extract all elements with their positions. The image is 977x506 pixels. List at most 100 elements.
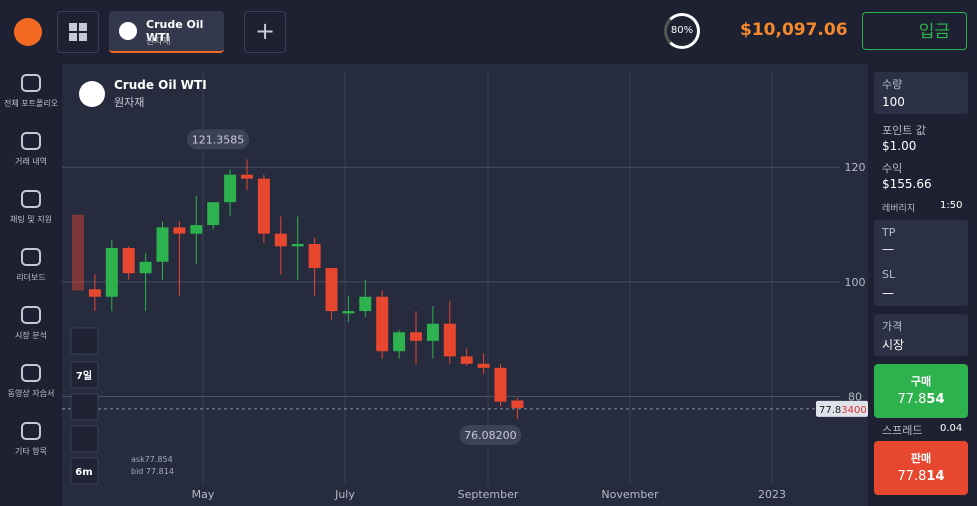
candle (376, 290, 389, 359)
leverage-label: 레버리지 (882, 204, 916, 214)
candle-body (72, 214, 84, 291)
y-tick-label: 80 (848, 391, 862, 404)
tool-label: 7일 (76, 369, 92, 382)
candle-body (460, 356, 473, 364)
candle (291, 216, 304, 280)
tool-frame (70, 361, 99, 389)
buy-price-tail: 54 (926, 392, 945, 407)
sidebar-item[interactable]: 거래 내역 (0, 132, 62, 167)
buy-price: 77.8 (897, 392, 927, 407)
tool-button[interactable]: 7일 (70, 361, 99, 389)
candle (173, 221, 186, 296)
candle (139, 253, 152, 312)
tool-button[interactable]: 6m (70, 457, 99, 485)
current-price-tag (816, 400, 868, 417)
tool-button[interactable] (70, 425, 99, 453)
candle (190, 195, 203, 265)
candle (241, 159, 253, 191)
tool-frame (70, 457, 99, 485)
sidebar-icon (21, 74, 41, 92)
leverage: 1:50 (940, 200, 963, 211)
min-bubble (459, 424, 522, 445)
asset-type: 원자재 (146, 37, 171, 47)
sell-price-tail: 14 (926, 469, 945, 484)
sidebar-label: 전체 포트폴리오 (3, 99, 59, 108)
tool-label: 6m (75, 467, 92, 478)
buy-button[interactable]: 구매 77.854 (874, 364, 968, 418)
candle-body (410, 332, 422, 341)
tool-button[interactable] (70, 327, 99, 355)
sidebar-item[interactable]: 전체 포트폴리오 (0, 74, 62, 109)
sidebar-icon (21, 248, 41, 266)
tp-sl-box[interactable]: TP — SL — (874, 220, 968, 306)
amount-box[interactable]: 수량 100 (874, 72, 968, 114)
tool-button[interactable] (70, 393, 99, 421)
tool-frame (70, 393, 99, 421)
candle-body (173, 227, 186, 234)
balance[interactable]: $10,097.06 (740, 20, 848, 40)
candle-body (443, 323, 456, 357)
sl-label: SL (882, 268, 896, 281)
x-tick-label: July (334, 488, 355, 501)
candle (207, 202, 220, 230)
profit-label: 수익 (882, 162, 903, 175)
candle (72, 214, 84, 291)
candle (88, 274, 101, 312)
amount-label: 수량 (882, 78, 903, 91)
sidebar-label: 거래 내역 (15, 157, 47, 166)
point-value-label: 포인트 값 (882, 124, 926, 137)
price-box[interactable]: 가격 시장 (874, 314, 968, 356)
sidebar-item[interactable]: 리더보드 (0, 248, 62, 283)
candle-body (224, 174, 237, 203)
candle-body (291, 244, 304, 247)
sidebar-icon (21, 132, 41, 150)
point-value: $1.00 (882, 139, 917, 153)
candle-body (393, 332, 406, 352)
x-tick-label: 2023 (758, 488, 786, 501)
sidebar-item[interactable]: 시장 분석 (0, 306, 62, 341)
sidebar-icon (21, 364, 41, 382)
candle (494, 363, 507, 407)
add-tab[interactable]: + (244, 11, 286, 53)
candle-body (241, 174, 253, 179)
candle (257, 174, 270, 243)
sidebar-item[interactable]: 기타 항목 (0, 422, 62, 457)
candle (393, 330, 406, 359)
sidebar-label: 리더보드 (16, 273, 46, 282)
x-tick-label: September (458, 488, 519, 501)
candle-body (207, 202, 220, 226)
candle-body (190, 225, 203, 234)
candle-body (122, 248, 135, 274)
asset-icon (79, 81, 105, 107)
current-price-tail: 3400 (841, 405, 866, 416)
tp-label: TP (882, 226, 896, 239)
candle-body (156, 227, 169, 262)
candle (122, 246, 135, 280)
price: 시장 (882, 338, 905, 352)
sell-button[interactable]: 판매 77.814 (874, 441, 968, 495)
candle-body (105, 248, 118, 297)
candle (105, 239, 118, 312)
chart-subtitle: 원자재 (114, 96, 144, 109)
candle-body (477, 363, 490, 368)
bid-label: bid 77.814 (131, 467, 174, 476)
chart: May July September November 2023 80 100 120 77.8… (62, 64, 868, 506)
logo[interactable] (14, 18, 42, 46)
current-price-label: 77.83400 (819, 405, 867, 416)
payout[interactable]: 80% (664, 13, 700, 49)
candle-body (88, 289, 101, 297)
candle (460, 348, 473, 367)
grid-button[interactable] (57, 11, 99, 53)
sidebar-item[interactable]: 동영상 자습서 (0, 364, 62, 399)
sidebar-item[interactable]: 채팅 및 지원 (0, 190, 62, 225)
price-label: 가격 (882, 320, 903, 333)
candle (511, 397, 524, 419)
candle (274, 216, 287, 275)
candle-body (426, 323, 439, 341)
deposit-button[interactable]: 입금 (862, 12, 967, 50)
asset-tab[interactable]: Crude Oil WTI 원자재 (109, 11, 224, 53)
sidebar-label: 동영상 자습서 (7, 389, 55, 398)
sidebar-icon (21, 306, 41, 324)
sidebar-label: 시장 분석 (15, 331, 47, 340)
